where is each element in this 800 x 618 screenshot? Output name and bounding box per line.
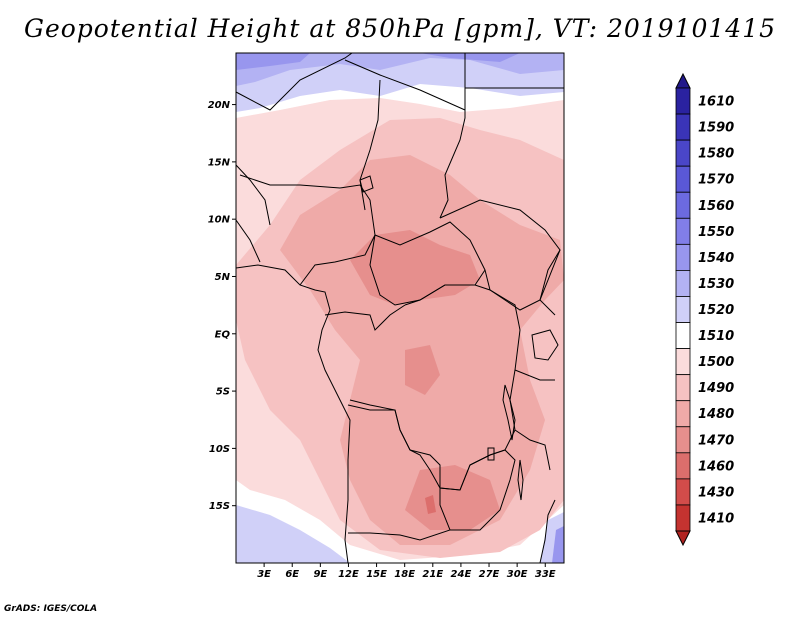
- lat-tick-label: EQ: [215, 329, 231, 340]
- latitude-axis: 20N 15N 10N 5N EQ 5S 10S 15S: [208, 100, 236, 512]
- lakes: [359, 175, 559, 501]
- lat-tick-label: 20N: [208, 100, 231, 111]
- lon-tick-label: 6E: [285, 569, 299, 580]
- colorbar-label: 1570: [698, 173, 734, 188]
- lake-victoria: [531, 329, 559, 361]
- colorbar-label: 1510: [698, 329, 734, 344]
- contour-fill-1470-central: [405, 345, 440, 395]
- colorbar-swatch: [675, 478, 691, 506]
- lon-tick-label: 30E: [507, 569, 528, 580]
- border-west-sahel: [236, 164, 271, 263]
- lon-tick-label: 21E: [422, 569, 443, 580]
- border-chad-libya: [344, 59, 466, 111]
- colorbar-swatch: [675, 400, 691, 428]
- lake-tanganyika: [502, 384, 516, 441]
- map-frame: [235, 52, 565, 564]
- border-algeria: [236, 53, 353, 111]
- lat-tick-label: 10N: [208, 215, 231, 226]
- border-cameroon-gabon: [324, 304, 406, 331]
- lon-tick-label: 33E: [535, 569, 556, 580]
- contour-fill-southeast-1530: [552, 526, 564, 563]
- lat-tick-label: 5N: [215, 272, 231, 283]
- lon-tick-label: 18E: [394, 569, 415, 580]
- lon-tick-label: 3E: [257, 569, 271, 580]
- colorbar-swatch: [675, 504, 691, 532]
- contour-fill-1460: [425, 495, 436, 514]
- colorbar-label: 1430: [698, 485, 734, 500]
- colorbar-label: 1550: [698, 225, 734, 240]
- height-field: [236, 53, 564, 563]
- lon-tick-label: 15E: [366, 569, 387, 580]
- colorbar-label: 1520: [698, 303, 734, 318]
- colorbar-swatch: [675, 452, 691, 480]
- colorbar-swatch: [675, 217, 691, 245]
- colorbar-swatch: [675, 87, 691, 115]
- border-niger-chad: [359, 79, 381, 211]
- lake-malawi: [517, 459, 524, 501]
- border-tanzania: [514, 369, 555, 471]
- contour-fill-southwest-1520: [236, 505, 350, 563]
- border-chad-east: [439, 53, 466, 219]
- colorbar-label: 1500: [698, 355, 734, 370]
- colorbar-label: 1470: [698, 433, 734, 448]
- colorbar-label: 1560: [698, 199, 734, 214]
- contour-fill-north-1530: [236, 53, 564, 86]
- lon-tick-label: 12E: [338, 569, 359, 580]
- border-zambia: [439, 449, 516, 531]
- longitude-axis: 3E 6E 9E 12E 15E 18E 21E 24E 27E 30E 33E: [257, 563, 556, 580]
- colorbar-swatch: [675, 374, 691, 402]
- border-ethiopia: [539, 249, 561, 316]
- colorbar-top-arrow: [675, 72, 691, 89]
- colorbar-swatch: [675, 426, 691, 454]
- colorbar-swatch: [675, 191, 691, 219]
- colorbar: 1610 1590 1580 1570 1560 1550 1540 1530 1520 1510…: [675, 72, 734, 547]
- grads-credit: GrADS: IGES/COLA: [4, 604, 98, 614]
- lake-mweru: [487, 447, 495, 461]
- colorbar-bottom-arrow: [675, 530, 691, 547]
- colorbar-swatch: [675, 270, 691, 297]
- colorbar-swatch: [675, 348, 691, 376]
- country-borders: [236, 53, 564, 563]
- colorbar-label: 1530: [698, 277, 734, 292]
- colorbar-swatch: [675, 322, 691, 349]
- colorbar-label: 1590: [698, 121, 734, 136]
- border-nigeria: [239, 174, 376, 286]
- border-angola: [347, 404, 451, 541]
- colorbar-label: 1580: [698, 147, 734, 162]
- lat-tick-label: 10S: [209, 444, 230, 455]
- colorbar-label: 1480: [698, 407, 734, 422]
- lon-tick-label: 9E: [313, 569, 327, 580]
- colorbar-swatch: [675, 243, 691, 271]
- coastline-west-africa: [236, 264, 351, 563]
- contour-fill-1470: [350, 230, 480, 305]
- lat-tick-label: 5S: [216, 387, 230, 398]
- colorbar-swatch: [675, 139, 691, 167]
- lon-tick-label: 24E: [451, 569, 472, 580]
- colorbar-swatch: [675, 296, 691, 323]
- lat-tick-label: 15N: [208, 157, 231, 168]
- lat-tick-label: 15S: [209, 501, 230, 512]
- chart-title: Geopotential Height at 850hPa [gpm], VT:…: [23, 14, 777, 43]
- colorbar-label: 1490: [698, 381, 734, 396]
- colorbar-label: 1610: [698, 95, 734, 110]
- colorbar-label: 1410: [698, 511, 734, 526]
- colorbar-label: 1460: [698, 459, 734, 474]
- lon-tick-label: 27E: [479, 569, 500, 580]
- colorbar-swatch: [675, 165, 691, 193]
- coastline-east-africa: [539, 499, 556, 563]
- colorbar-swatch: [675, 113, 691, 141]
- lake-chad: [359, 175, 374, 193]
- contour-fill-north-1540: [236, 53, 520, 70]
- colorbar-label: 1540: [698, 251, 734, 266]
